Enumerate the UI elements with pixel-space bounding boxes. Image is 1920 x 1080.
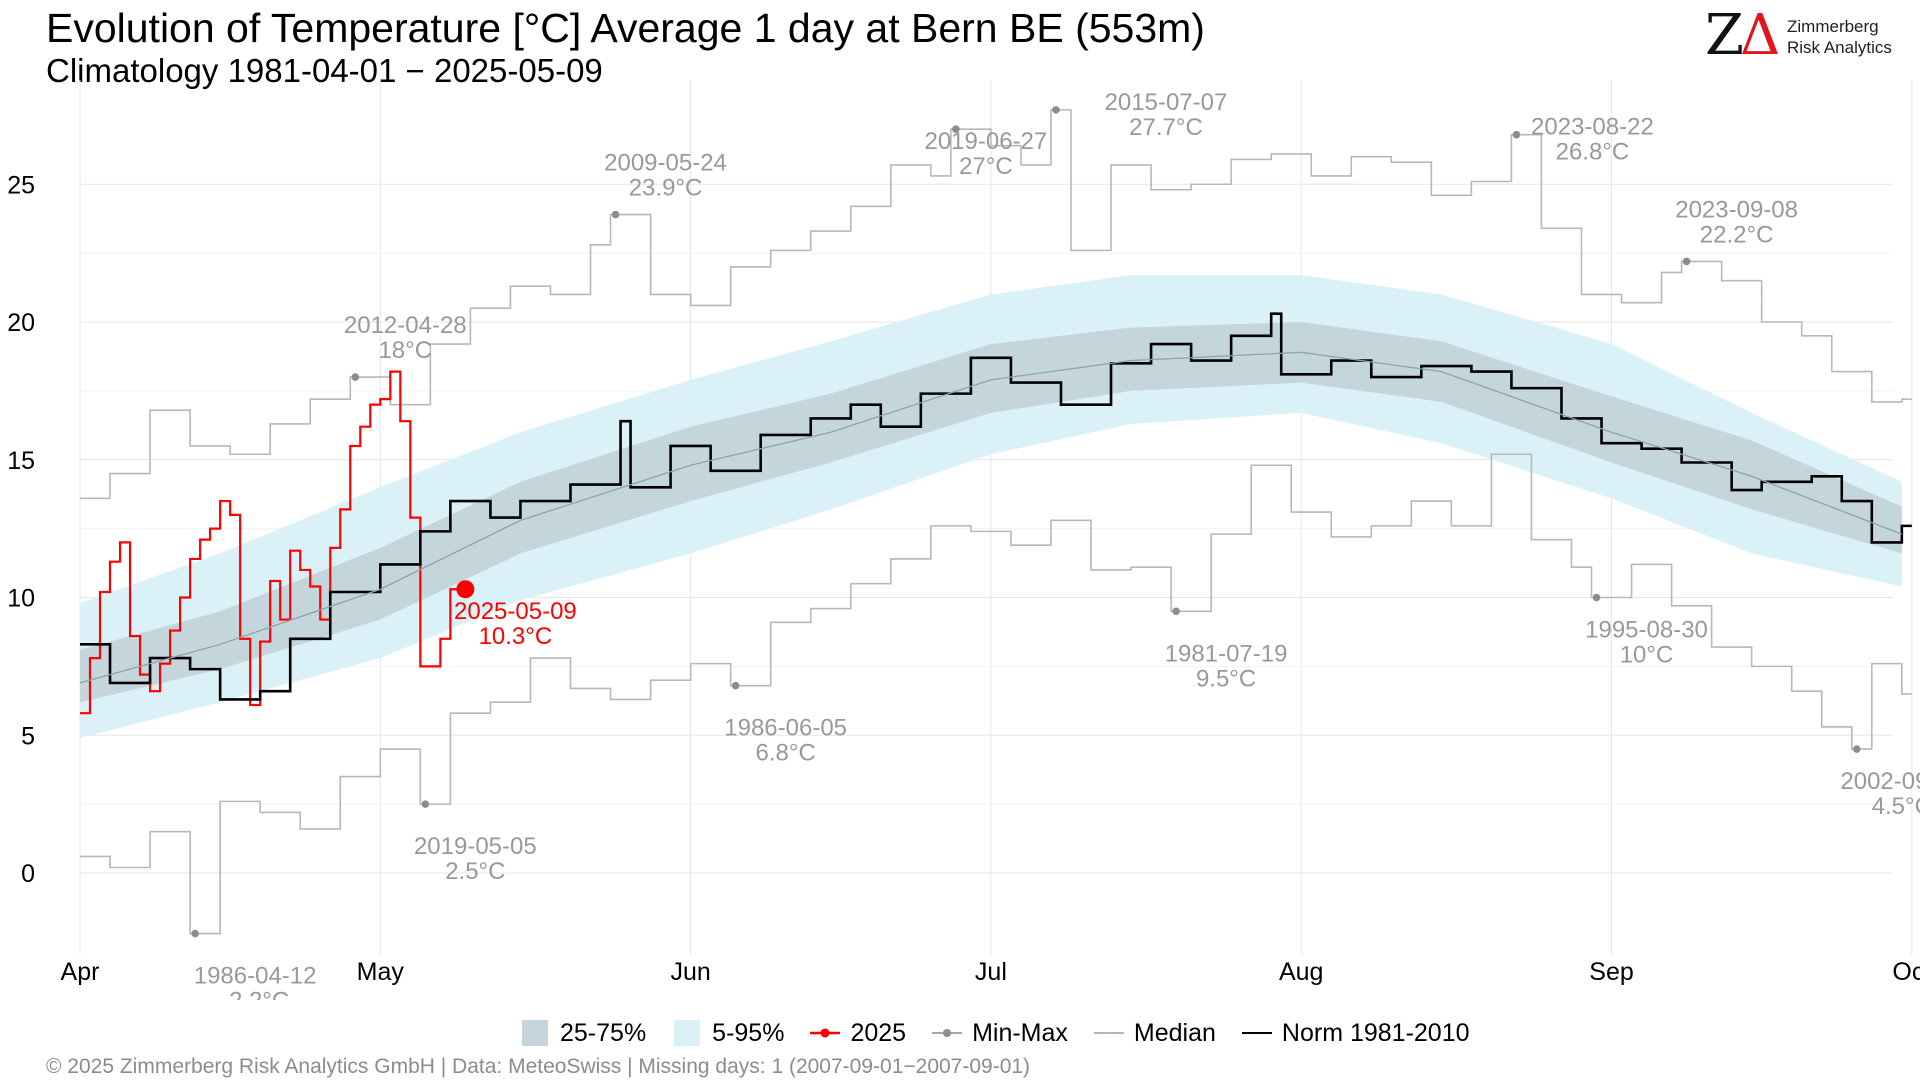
logo-line-1: Zimmerberg — [1787, 17, 1879, 36]
x-tick-label: Apr — [61, 958, 100, 986]
legend-swatch-norm — [1241, 1018, 1272, 1048]
logo-line-2: Risk Analytics — [1787, 38, 1892, 57]
min-record-marker — [1592, 593, 1601, 602]
chart-subtitle: Climatology 1981-04-01 − 2025-05-09 — [46, 52, 603, 89]
annotation-value: 6.8°C — [756, 740, 816, 767]
legend-label-norm: Norm 1981-2010 — [1281, 1018, 1470, 1047]
annotation-value: 4.5°C — [1872, 793, 1920, 820]
annotation-date: 2023-09-08 — [1675, 196, 1798, 223]
x-tick-label: May — [357, 958, 405, 986]
y-tick-label: 25 — [7, 171, 35, 199]
legend-item-minmax: Min-Max — [932, 1018, 1068, 1048]
legend-item-p5-95: 5-95% — [672, 1018, 784, 1048]
max-record-marker — [952, 125, 960, 133]
min-record-marker — [731, 681, 740, 690]
annotation-value: -2.2°C — [221, 988, 289, 1000]
legend-item-2025: 2025 — [810, 1018, 906, 1048]
company-logo: ZΔ Zimmerberg Risk Analytics — [1705, 4, 1905, 68]
legend-swatch-iqr — [520, 1018, 550, 1048]
y-tick-label: 15 — [7, 447, 35, 475]
logo-text: Zimmerberg Risk Analytics — [1787, 16, 1892, 58]
band-25-75 — [80, 322, 1902, 703]
annotation-date: 2025-05-09 — [454, 598, 577, 625]
annotation-value: 9.5°C — [1196, 665, 1256, 692]
annotation-value: 10°C — [1620, 642, 1674, 669]
min-record-marker — [1172, 607, 1180, 616]
chart-legend: 25-75% 5-95% 2025 Min-Max Median Norm 19… — [520, 1017, 1496, 1049]
x-tick-label: Oct — [1892, 958, 1920, 986]
annotation-date: 2015-07-07 — [1105, 89, 1228, 116]
annotation-value: 10.3°C — [479, 623, 553, 650]
legend-label-median: Median — [1133, 1018, 1216, 1047]
band-layer — [80, 275, 1902, 739]
annotation-value: 27.7°C — [1129, 114, 1203, 141]
y-tick-label: 5 — [21, 722, 35, 750]
max-record-marker — [351, 373, 360, 381]
minmax-layer — [80, 109, 1912, 935]
legend-label-2025: 2025 — [850, 1018, 907, 1047]
y-tick-label: 10 — [7, 585, 35, 613]
chart-title: Evolution of Temperature [°C] Average 1 … — [46, 5, 1205, 51]
annotation-date: 2009-05-24 — [604, 150, 727, 177]
legend-label-minmax: Min-Max — [972, 1018, 1068, 1047]
annotation-value: 26.8°C — [1556, 139, 1630, 166]
annotation-date: 1995-08-30 — [1585, 617, 1708, 644]
max-record-marker — [611, 210, 620, 219]
series-2025 — [80, 370, 471, 715]
y-tick-label: 20 — [7, 309, 35, 337]
legend-label-iqr: 25-75% — [560, 1018, 647, 1047]
legend-item-iqr: 25-75% — [520, 1018, 646, 1048]
annotation-value: 23.9°C — [629, 175, 703, 202]
min-line — [80, 453, 1912, 935]
series-layer — [79, 312, 1912, 715]
annotation-date: 2012-04-28 — [344, 312, 467, 339]
annotation-date: 1986-04-12 — [194, 963, 317, 990]
annotation-value: 27°C — [959, 153, 1013, 180]
max-record-marker — [1512, 130, 1521, 139]
axis-layer: 0 5 10 15 20 25 Apr May Jun Jul Aug Sep Oct — [7, 171, 1920, 986]
legend-item-median: Median — [1093, 1018, 1216, 1048]
x-tick-label: Sep — [1589, 958, 1633, 986]
annotation-date: 2002-09-25 — [1840, 768, 1920, 795]
legend-swatch-2025 — [810, 1018, 841, 1048]
annotation-date: 2019-06-27 — [924, 128, 1047, 155]
min-record-marker — [421, 800, 430, 808]
legend-swatch-median — [1093, 1018, 1124, 1048]
max-line — [80, 109, 1912, 500]
annotation-date: 1981-07-19 — [1165, 640, 1288, 667]
min-record-marker — [1852, 745, 1861, 753]
series-norm-1981-2010 — [80, 312, 1912, 701]
annotation-date: 1986-06-05 — [724, 715, 847, 742]
annotation-date: 2023-08-22 — [1531, 114, 1654, 141]
annotation-value: 2.5°C — [445, 858, 505, 885]
legend-swatch-minmax — [932, 1018, 963, 1048]
logo-mark: ZΔ — [1705, 3, 1780, 68]
max-record-marker — [1682, 257, 1691, 266]
legend-label-p5-95: 5-95% — [712, 1018, 785, 1047]
annotation-value: 22.2°C — [1700, 221, 1774, 248]
copyright-footer: © 2025 Zimmerberg Risk Analytics GmbH | … — [46, 1055, 1031, 1078]
x-tick-label: Aug — [1279, 958, 1323, 986]
y-tick-label: 0 — [21, 860, 35, 888]
max-record-marker — [1052, 106, 1060, 114]
annotation-value: 18°C — [378, 337, 432, 364]
legend-swatch-p5-95 — [672, 1018, 702, 1048]
x-tick-label: Jun — [670, 958, 710, 986]
x-tick-label: Jul — [975, 958, 1007, 986]
annotation-date: 2019-05-05 — [414, 833, 537, 860]
legend-item-norm: Norm 1981-2010 — [1241, 1018, 1470, 1048]
series-median — [79, 351, 1903, 684]
current-value-marker — [456, 580, 475, 599]
min-record-marker — [191, 929, 199, 938]
